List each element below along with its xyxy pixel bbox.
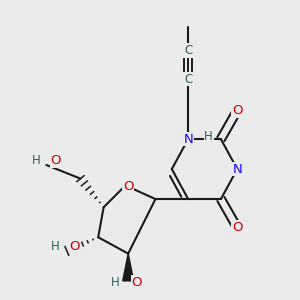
Polygon shape [123,254,134,281]
Text: H: H [51,240,60,253]
Text: N: N [183,133,193,146]
Text: O: O [131,276,142,289]
Text: O: O [232,104,242,117]
Text: O: O [50,154,61,167]
Text: O: O [232,221,242,234]
Text: N: N [232,163,242,176]
Text: C: C [184,73,192,85]
Text: O: O [123,180,134,193]
Text: H: H [32,154,41,167]
Text: H: H [204,130,213,143]
Text: O: O [70,240,80,253]
Text: C: C [184,44,192,57]
Text: H: H [111,276,120,289]
